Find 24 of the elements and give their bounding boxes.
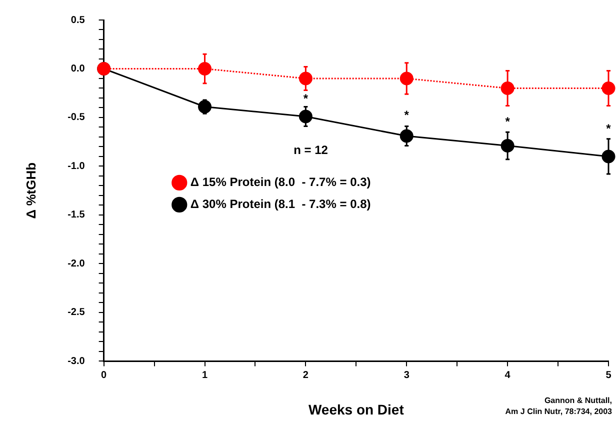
y-tick-label: -2.5 — [68, 307, 86, 318]
annotation: * — [404, 108, 410, 122]
y-tick-label: 0.0 — [70, 63, 86, 74]
y-axis-title: Δ %tGHb — [23, 162, 38, 219]
x-tick-label: 5 — [606, 370, 612, 381]
x-tick-label: 3 — [404, 370, 410, 381]
annotation: n = 12 — [294, 142, 328, 157]
x-tick-label: 4 — [504, 370, 511, 381]
y-tick-label: -2.0 — [68, 258, 86, 270]
annotation: * — [303, 91, 308, 106]
legend-label: Δ 15% Protein (8.0 - 7.7% = 0.3) — [190, 175, 371, 190]
text: Gannon & Nuttall, Am J Clin Nutr, 78:734, 2003 — [505, 396, 613, 416]
y-tick-label: 0.5 — [70, 14, 86, 26]
y-tick-label: -3.0 — [68, 356, 86, 367]
x-axis-title: Weeks on Diet — [308, 401, 404, 418]
legend-label: Δ 30% Protein (8.1 - 7.3% = 0.8) — [190, 197, 371, 212]
annotation: * — [606, 121, 612, 136]
annotation: * — [505, 114, 510, 129]
y-tick-label: -1.0 — [68, 160, 86, 172]
x-tick-label: 1 — [202, 370, 208, 381]
y-tick-label: -1.5 — [68, 210, 86, 221]
y-tick-label: -0.5 — [68, 112, 86, 124]
x-tick-label: 0 — [101, 370, 108, 381]
x-tick-label: 2 — [302, 370, 309, 381]
